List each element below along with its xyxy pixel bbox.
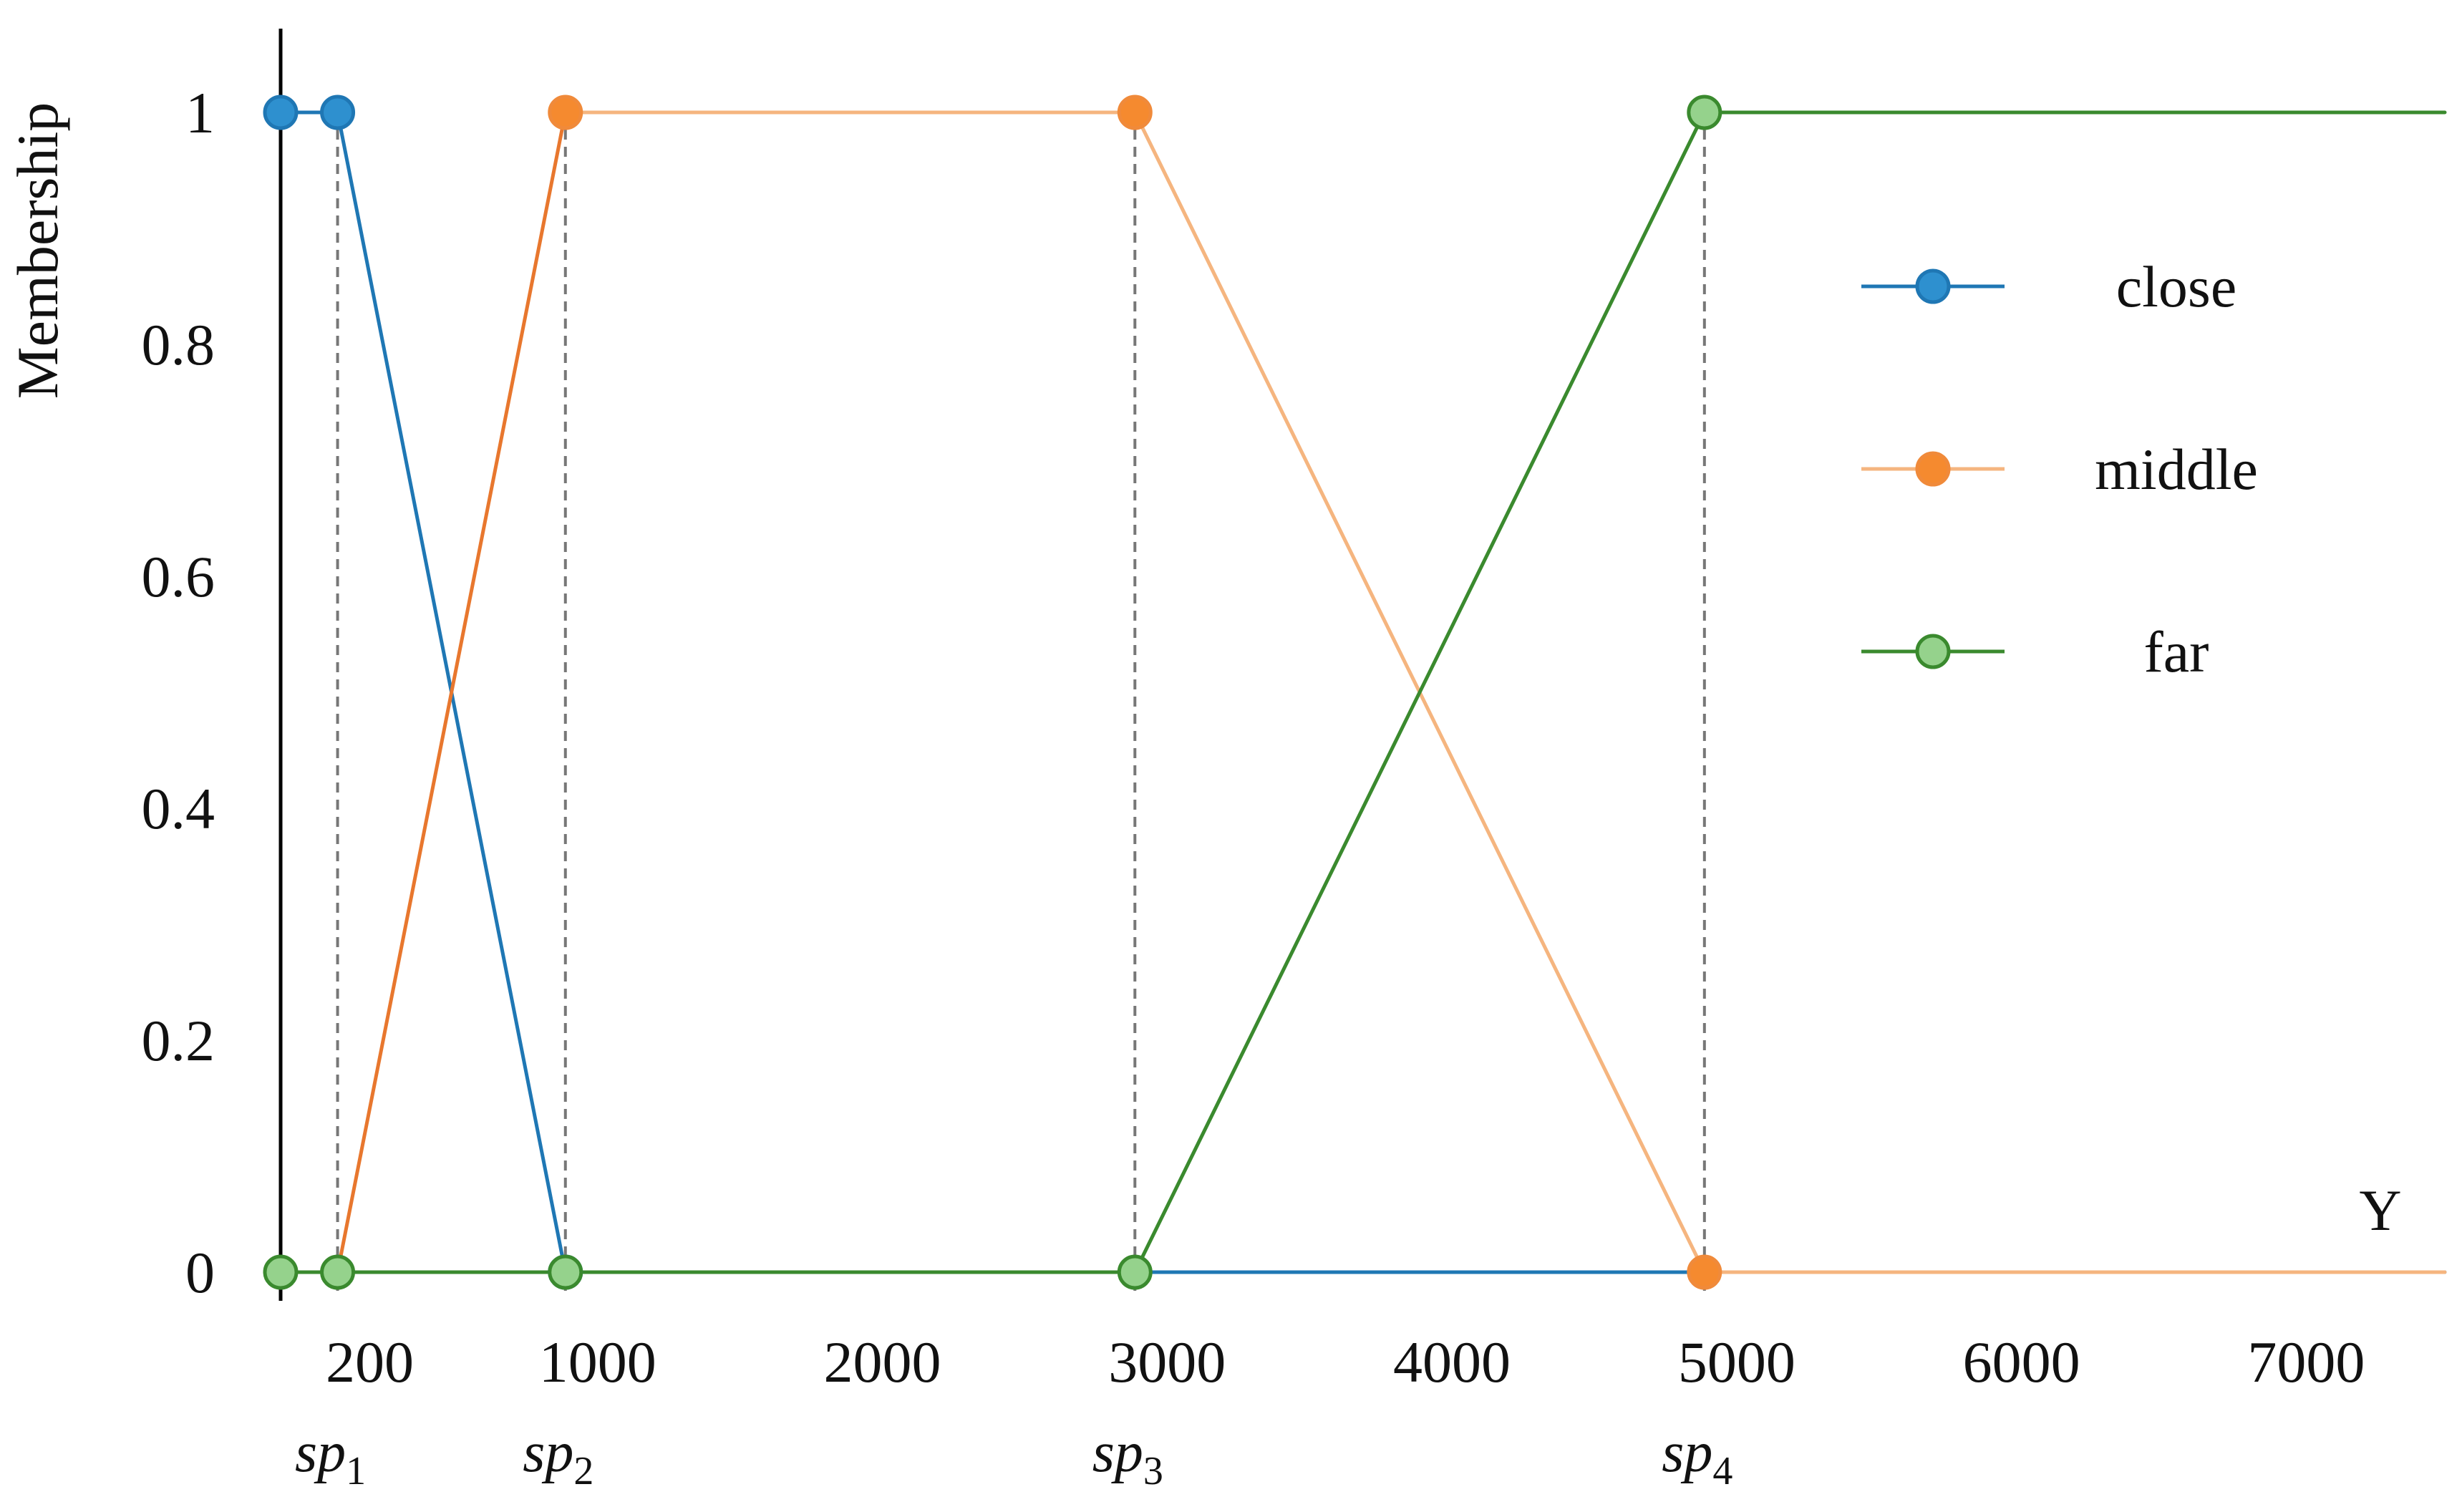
marker-far [1687,94,1722,130]
split-point-label: sp2 [523,1421,593,1493]
y-tick-label: 0 [185,1240,215,1305]
series-markers [263,94,1722,1290]
x-tick-label: 4000 [1393,1329,1511,1395]
y-tick-label: 1 [185,80,215,145]
x-tick-label: 5000 [1678,1329,1795,1395]
x-tick-label: 200 [326,1329,414,1395]
vertical-guides [336,112,1706,1294]
marker-middle [548,94,583,130]
split-point-label: sp4 [1662,1421,1732,1493]
x-tick-label: 6000 [1963,1329,2080,1395]
legend-marker-far [1915,634,1951,669]
marker-far [1117,1254,1153,1290]
marker-close [263,94,299,130]
legend: close middle far [1861,254,2258,684]
series-segment-far [1133,110,1707,1274]
marker-far [548,1254,583,1290]
series-lines [278,110,2447,1274]
marker-middle [1687,1254,1722,1290]
y-tick-labels: 0 0.2 0.4 0.6 0.8 1 [142,80,215,1305]
y-tick-label: 0.2 [142,1008,215,1073]
legend-label-close: close [2116,254,2236,319]
x-axis-title: Y [2359,1178,2401,1243]
y-axis-title: Membership [5,102,70,399]
x-tick-label: 2000 [824,1329,941,1395]
split-point-labels: sp1 sp2 sp3 sp4 [295,1421,1732,1493]
x-tick-label: 7000 [2247,1329,2365,1395]
y-tick-label: 0.8 [142,312,215,377]
y-tick-label: 0.6 [142,544,215,609]
x-tick-labels: 200 1000 2000 3000 4000 5000 6000 7000 [326,1329,2365,1395]
legend-marker-middle [1915,451,1951,487]
legend-marker-close [1915,268,1951,304]
y-tick-label: 0.4 [142,776,215,841]
marker-far [263,1254,299,1290]
split-point-label: sp3 [1092,1421,1163,1493]
x-tick-label: 1000 [539,1329,656,1395]
x-tick-label: 3000 [1108,1329,1226,1395]
series-segment-middle [336,110,568,1274]
marker-middle [1117,94,1153,130]
legend-label-middle: middle [2095,437,2258,502]
legend-label-far: far [2143,619,2209,684]
marker-close [320,94,356,130]
split-point-label: sp1 [295,1421,366,1493]
marker-far [320,1254,356,1290]
